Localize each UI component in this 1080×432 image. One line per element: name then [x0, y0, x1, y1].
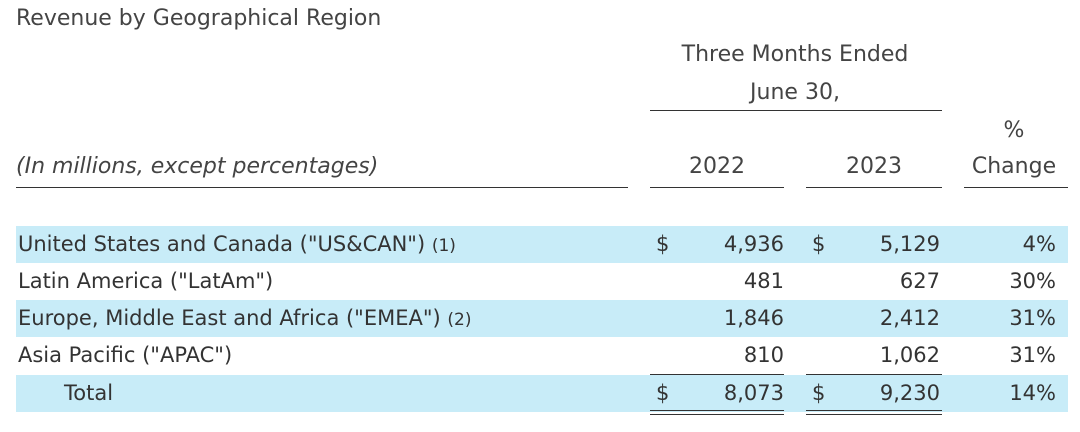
header-rule-2023: [806, 187, 942, 188]
value-2022: 4,936: [723, 232, 784, 256]
pct-change: 30%: [1009, 269, 1056, 293]
currency-symbol-2023: $: [812, 381, 826, 405]
pct-change: 31%: [1009, 343, 1056, 367]
table-row: Latin America ("LatAm") 481 627 30%: [16, 263, 1068, 300]
total-row: Total $ 8,073 $ 9,230 14%: [16, 375, 1068, 412]
total-2022: 8,073: [723, 381, 784, 405]
value-2023: 627: [899, 269, 940, 293]
value-2022: 481: [743, 269, 784, 293]
column-header-2023: 2023: [846, 154, 902, 179]
total-double-rule-2023: [806, 410, 942, 415]
table-row: Europe, Middle East and Africa ("EMEA") …: [16, 300, 1068, 337]
footnote-marker: (1): [431, 236, 456, 256]
value-2023: 1,062: [879, 343, 940, 367]
region-label: Latin America ("LatAm"): [18, 269, 274, 293]
table-row: United States and Canada ("US&CAN") (1) …: [16, 226, 1068, 263]
currency-symbol-2023: $: [812, 232, 826, 256]
total-double-rule-2022: [650, 410, 784, 415]
currency-symbol-2022: $: [656, 381, 670, 405]
period-header-line1: Three Months Ended: [681, 42, 909, 67]
total-2023: 9,230: [879, 381, 940, 405]
column-header-2022: 2022: [689, 154, 745, 179]
pct-header-line1: %: [1003, 118, 1025, 143]
units-subtitle: (In millions, except percentages): [16, 154, 379, 179]
subtotal-rule-2022: [650, 374, 784, 375]
region-label: United States and Canada ("US&CAN") (1): [18, 232, 456, 256]
value-2023: 5,129: [879, 232, 940, 256]
table-row: Asia Pacific ("APAC") 810 1,062 31%: [16, 337, 1068, 374]
currency-symbol-2022: $: [656, 232, 670, 256]
pct-change: 31%: [1009, 306, 1056, 330]
header-rule-change: [964, 187, 1068, 188]
total-label: Total: [64, 381, 114, 405]
pct-change: 4%: [1022, 232, 1056, 256]
pct-header-line2: Change: [971, 154, 1057, 179]
value-2023: 2,412: [879, 306, 940, 330]
subtotal-rule-2023: [806, 374, 942, 375]
total-pct-change: 14%: [1009, 381, 1056, 405]
region-label: Europe, Middle East and Africa ("EMEA") …: [18, 306, 472, 330]
region-label: Asia Pacific ("APAC"): [18, 343, 233, 367]
header-rule-2022: [650, 187, 784, 188]
period-header-rule: [650, 110, 942, 111]
value-2022: 810: [743, 343, 784, 367]
header-rule-label: [16, 187, 628, 188]
footnote-marker: (2): [447, 310, 472, 330]
value-2022: 1,846: [723, 306, 784, 330]
period-header-line2: June 30,: [750, 80, 840, 105]
table-title: Revenue by Geographical Region: [16, 6, 382, 31]
